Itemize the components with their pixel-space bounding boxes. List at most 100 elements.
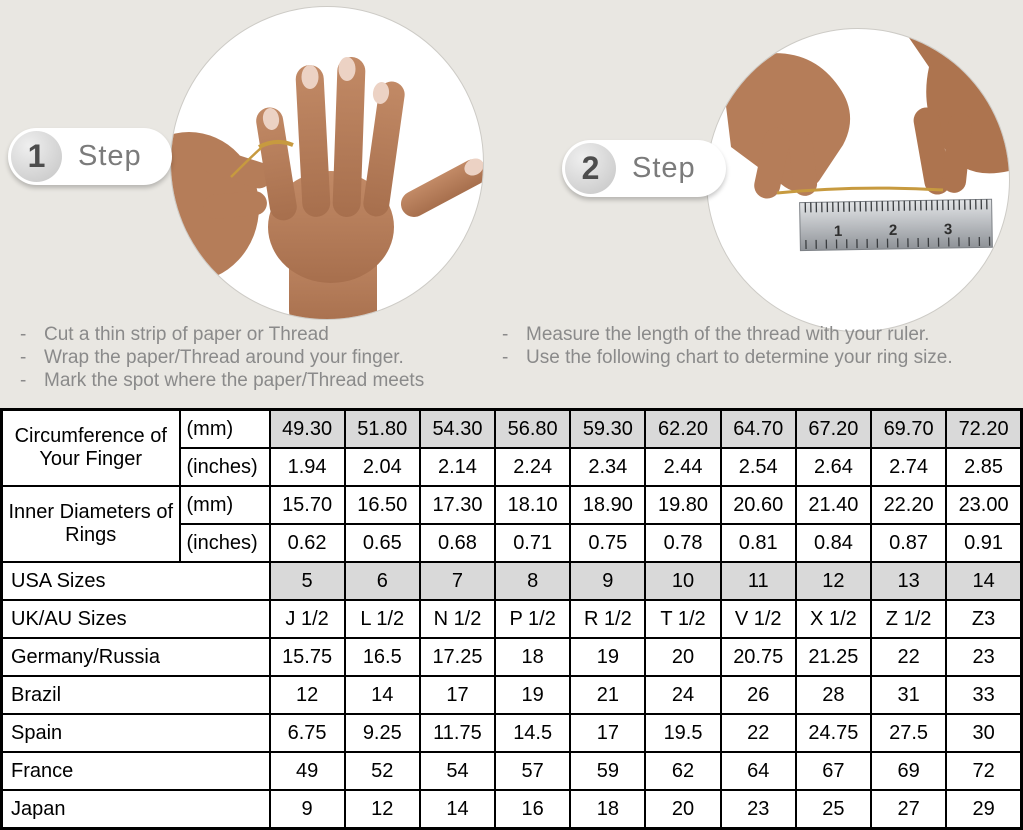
unit-label: (inches) xyxy=(178,523,271,563)
size-cell: 24.75 xyxy=(794,713,873,753)
size-cell: 64 xyxy=(719,751,797,791)
size-cell: 17 xyxy=(569,713,647,753)
instruction-line: - Use the following chart to determine yo… xyxy=(502,346,1022,369)
size-cell: 2.85 xyxy=(945,447,1023,487)
ruler-graphic: 1 2 3 xyxy=(799,198,993,252)
size-cell: 23 xyxy=(719,789,797,830)
size-cell: 49.30 xyxy=(268,408,346,449)
table-row: Brazil 12 14 17 19 21 24 26 28 31 33 xyxy=(0,675,1023,715)
group-label: Inner Diameters of Rings xyxy=(0,485,181,563)
instruction-text: Measure the length of the thread with yo… xyxy=(526,324,930,345)
table-row: Circumference of Your Finger (mm) 49.30 51.… xyxy=(0,408,1023,487)
hand-with-thread-illustration xyxy=(171,57,483,319)
size-cell: 0.78 xyxy=(644,523,722,563)
size-cell: 17 xyxy=(418,675,497,715)
size-cell: 5 xyxy=(268,561,346,601)
size-cell: 22 xyxy=(719,713,797,753)
size-cell: 19.5 xyxy=(644,713,722,753)
table-row: France 49 52 54 57 59 62 64 67 69 72 xyxy=(0,751,1023,791)
size-cell: 10 xyxy=(644,561,722,601)
size-cell: 59.30 xyxy=(569,408,647,449)
size-cell: 67 xyxy=(794,751,873,791)
size-cell: Z3 xyxy=(945,599,1023,639)
row-label: Japan xyxy=(0,789,271,830)
size-cell: 33 xyxy=(945,675,1023,715)
size-cell: 57 xyxy=(494,751,572,791)
table-row: Japan 9 12 14 16 18 20 23 25 27 29 xyxy=(0,789,1023,830)
size-cell: 16 xyxy=(494,789,572,830)
size-cell: 21.25 xyxy=(794,637,873,677)
size-cell: 21 xyxy=(569,675,647,715)
size-cell: 7 xyxy=(418,561,497,601)
size-cell: 19 xyxy=(494,675,572,715)
table-row: (inches) 0.62 0.65 0.68 0.71 0.75 0.78 0.81 0.84… xyxy=(2,523,1023,563)
size-cell: 12 xyxy=(268,675,346,715)
table-row: UK/AU Sizes J 1/2 L 1/2 N 1/2 P 1/2 R 1/2 T 1/… xyxy=(0,599,1023,639)
size-cell: 18 xyxy=(569,789,647,830)
step-1-number-circle: 1 xyxy=(11,131,62,182)
instruction-line: - Cut a thin strip of paper or Thread xyxy=(20,323,492,346)
size-cell: 17.30 xyxy=(418,485,497,525)
bullet-dash: - xyxy=(502,347,509,368)
row-label: France xyxy=(0,751,271,791)
gold-thread-ring xyxy=(258,140,294,149)
instruction-line: - Measure the length of the thread with y… xyxy=(502,323,1022,346)
size-cell: 20.75 xyxy=(719,637,797,677)
row-label: Spain xyxy=(0,713,271,753)
group-label: Circumference of Your Finger xyxy=(0,408,181,487)
instruction-text: Mark the spot where the paper/Thread mee… xyxy=(44,370,425,391)
size-cell: 49 xyxy=(268,751,346,791)
svg-text:3: 3 xyxy=(944,221,953,238)
size-cell: 30 xyxy=(945,713,1023,753)
size-cell: 9.25 xyxy=(343,713,421,753)
unit-label: (inches) xyxy=(178,447,271,487)
step-2-label: Step xyxy=(632,152,696,184)
size-cell: 2.44 xyxy=(644,447,722,487)
size-cell: 0.62 xyxy=(268,523,346,563)
step-instructions: - Measure the length of the thread with y… xyxy=(502,323,1022,369)
size-cell: V 1/2 xyxy=(719,599,797,639)
size-cell: 56.80 xyxy=(494,408,572,449)
size-cell: 18.90 xyxy=(569,485,647,525)
size-cell: 0.71 xyxy=(494,523,572,563)
gold-thread xyxy=(776,186,944,195)
step-instructions: - Cut a thin strip of paper or Thread - Wra… xyxy=(20,323,492,392)
size-cell: 23.00 xyxy=(945,485,1023,525)
table-row: Inner Diameters of Rings (mm) 15.70 16.50 17… xyxy=(0,485,1023,563)
size-cell: 27 xyxy=(869,789,948,830)
step-1-label: Step xyxy=(78,140,142,172)
size-cell: 0.84 xyxy=(794,523,873,563)
size-cell: 26 xyxy=(719,675,797,715)
size-cell: L 1/2 xyxy=(343,599,421,639)
size-cell: 6.75 xyxy=(268,713,346,753)
size-cell: 2.64 xyxy=(794,447,873,487)
size-cell: 67.20 xyxy=(794,408,873,449)
size-cell: T 1/2 xyxy=(644,599,722,639)
svg-text:2: 2 xyxy=(889,222,898,239)
size-cell: 25 xyxy=(794,789,873,830)
conversion-table-section: Circumference of Your Finger (mm) 49.30 51.… xyxy=(0,408,1023,830)
size-cell: 22 xyxy=(869,637,948,677)
size-cell: 12 xyxy=(343,789,421,830)
instruction-text: Wrap the paper/Thread around your finger… xyxy=(44,347,404,368)
size-cell: 0.81 xyxy=(719,523,797,563)
size-cell: 23 xyxy=(945,637,1023,677)
size-cell: 18.10 xyxy=(494,485,572,525)
size-cell: 6 xyxy=(343,561,421,601)
size-cell: 8 xyxy=(494,561,572,601)
size-cell: 18 xyxy=(494,637,572,677)
size-cell: 15.75 xyxy=(268,637,346,677)
size-cell: 54.30 xyxy=(418,408,497,449)
size-cell: 14.5 xyxy=(494,713,572,753)
size-cell: 14 xyxy=(418,789,497,830)
row-label: Brazil xyxy=(0,675,271,715)
size-cell: X 1/2 xyxy=(794,599,873,639)
instruction-text: Use the following chart to determine you… xyxy=(526,347,953,368)
row-label: Germany/Russia xyxy=(0,637,271,677)
ring-size-table-body: Circumference of Your Finger (mm) 49.30 51.… xyxy=(0,408,1023,830)
instruction-line: - Mark the spot where the paper/Thread me… xyxy=(20,369,492,392)
size-cell: 28 xyxy=(794,675,873,715)
bullet-dash: - xyxy=(20,347,27,368)
size-cell: 2.34 xyxy=(569,447,647,487)
size-cell: 64.70 xyxy=(719,408,797,449)
